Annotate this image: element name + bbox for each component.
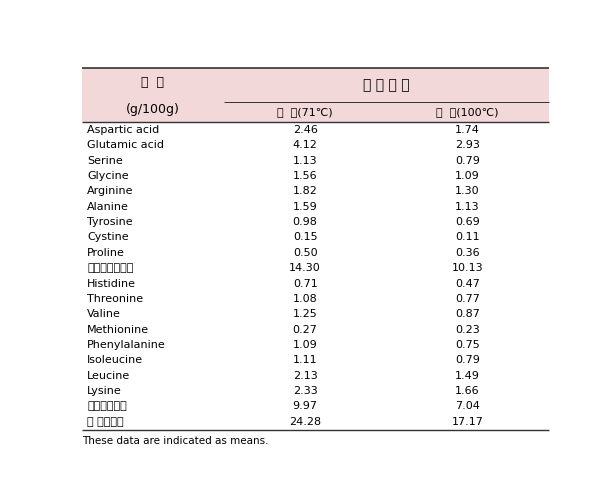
- Text: 1.66: 1.66: [455, 386, 480, 396]
- Text: Serine: Serine: [87, 156, 123, 166]
- Text: 4.12: 4.12: [293, 140, 317, 150]
- Text: 삶  기(100℃): 삶 기(100℃): [436, 107, 499, 117]
- Text: 0.71: 0.71: [293, 278, 317, 288]
- Bar: [82, 306, 549, 322]
- Text: 0.77: 0.77: [455, 294, 480, 304]
- Text: 0.36: 0.36: [455, 248, 480, 258]
- Text: 1.08: 1.08: [293, 294, 317, 304]
- Text: 17.17: 17.17: [451, 417, 483, 427]
- Bar: [82, 153, 549, 168]
- Text: 구  이(71℃): 구 이(71℃): [277, 107, 333, 117]
- Text: Glycine: Glycine: [87, 171, 129, 181]
- Text: 0.27: 0.27: [293, 325, 317, 335]
- Text: 1.74: 1.74: [455, 125, 480, 135]
- Text: Alanine: Alanine: [87, 202, 129, 212]
- Bar: [82, 414, 549, 430]
- Text: 0.79: 0.79: [455, 355, 480, 365]
- Text: Cystine: Cystine: [87, 233, 129, 243]
- Text: 조 리 방 법: 조 리 방 법: [363, 78, 410, 92]
- Bar: [82, 245, 549, 260]
- Bar: [224, 102, 549, 122]
- Text: Tyrosine: Tyrosine: [87, 217, 133, 227]
- Bar: [82, 353, 549, 368]
- Text: 2.13: 2.13: [293, 371, 317, 381]
- Bar: [82, 337, 549, 353]
- Text: 필수아미노산: 필수아미노산: [87, 402, 127, 412]
- Text: 1.59: 1.59: [293, 202, 317, 212]
- Text: 0.11: 0.11: [455, 233, 480, 243]
- Text: 항  목: 항 목: [141, 76, 164, 89]
- Bar: [82, 230, 549, 245]
- Text: Lysine: Lysine: [87, 386, 122, 396]
- Text: 0.15: 0.15: [293, 233, 317, 243]
- Text: Aspartic acid: Aspartic acid: [87, 125, 159, 135]
- Text: 1.56: 1.56: [293, 171, 317, 181]
- Bar: [82, 122, 549, 138]
- Text: 0.69: 0.69: [455, 217, 480, 227]
- Bar: [82, 368, 549, 383]
- Text: 정 아미노산: 정 아미노산: [87, 417, 124, 427]
- Text: These data are indicated as means.: These data are indicated as means.: [82, 437, 268, 447]
- Text: 1.09: 1.09: [293, 340, 317, 350]
- Text: 0.98: 0.98: [293, 217, 317, 227]
- Text: 7.04: 7.04: [455, 402, 480, 412]
- Text: 1.82: 1.82: [293, 186, 317, 196]
- Text: 1.49: 1.49: [455, 371, 480, 381]
- Text: 0.50: 0.50: [293, 248, 317, 258]
- Text: 0.47: 0.47: [455, 278, 480, 288]
- Text: 1.11: 1.11: [293, 355, 317, 365]
- Text: 1.09: 1.09: [455, 171, 480, 181]
- Text: Leucine: Leucine: [87, 371, 130, 381]
- Text: Arginine: Arginine: [87, 186, 134, 196]
- Text: 2.33: 2.33: [293, 386, 317, 396]
- Text: Proline: Proline: [87, 248, 125, 258]
- Text: 2.93: 2.93: [455, 140, 480, 150]
- Bar: [82, 199, 549, 215]
- Bar: [82, 291, 549, 306]
- Bar: [82, 260, 549, 276]
- Text: 2.46: 2.46: [293, 125, 317, 135]
- Bar: [224, 67, 549, 102]
- Bar: [82, 322, 549, 337]
- Text: Isoleucine: Isoleucine: [87, 355, 143, 365]
- Text: 1.25: 1.25: [293, 309, 317, 319]
- Text: 14.30: 14.30: [289, 263, 321, 273]
- Text: Valine: Valine: [87, 309, 121, 319]
- Bar: [82, 276, 549, 291]
- Bar: [82, 215, 549, 230]
- Bar: [82, 383, 549, 399]
- Bar: [82, 67, 224, 122]
- Text: 10.13: 10.13: [451, 263, 483, 273]
- Text: 0.87: 0.87: [455, 309, 480, 319]
- Text: 0.79: 0.79: [455, 156, 480, 166]
- Text: Phenylalanine: Phenylalanine: [87, 340, 166, 350]
- Text: 0.75: 0.75: [455, 340, 480, 350]
- Bar: [82, 184, 549, 199]
- Text: 비필수아미노산: 비필수아미노산: [87, 263, 133, 273]
- Text: 1.13: 1.13: [293, 156, 317, 166]
- Text: (g/100g): (g/100g): [126, 103, 180, 116]
- Bar: [82, 168, 549, 184]
- Text: Histidine: Histidine: [87, 278, 137, 288]
- Bar: [82, 399, 549, 414]
- Text: 1.30: 1.30: [455, 186, 480, 196]
- Text: 9.97: 9.97: [293, 402, 317, 412]
- Text: 24.28: 24.28: [289, 417, 321, 427]
- Text: Methionine: Methionine: [87, 325, 149, 335]
- Text: Glutamic acid: Glutamic acid: [87, 140, 164, 150]
- Text: Threonine: Threonine: [87, 294, 143, 304]
- Bar: [82, 138, 549, 153]
- Text: 1.13: 1.13: [455, 202, 480, 212]
- Text: 0.23: 0.23: [455, 325, 480, 335]
